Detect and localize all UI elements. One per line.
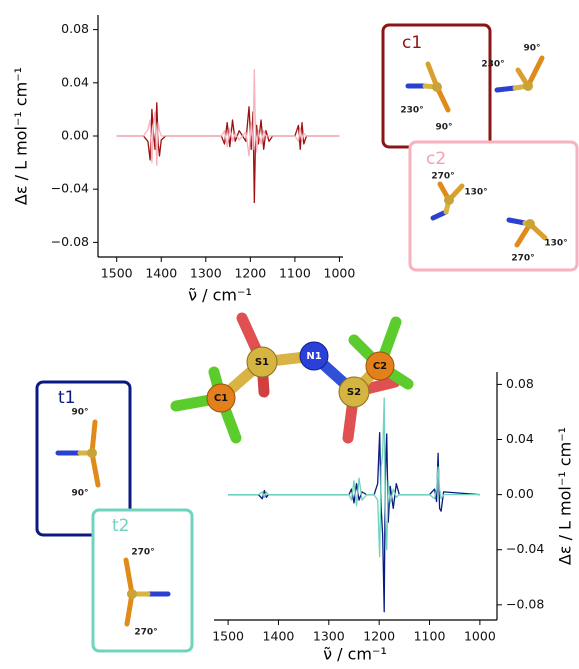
series-line [228,433,480,612]
label: c2 [426,149,446,169]
angle: 90° [523,44,540,54]
y-axis-label: Δε / L mol⁻¹ cm⁻¹ [12,67,31,205]
x-tick-label: 1100 [414,629,446,644]
chart: −0.08 −0.04 0.00 0.04 0.08 1500 1400 1300 1200 11… [12,15,356,305]
label: c1 [402,33,422,53]
y-axis-label: Δε / L mol⁻¹ cm⁻¹ [556,427,575,565]
angle: 270° [511,254,534,264]
y-tick-label: 0.04 [506,431,534,446]
conformer-t2: t2 270° 270° [93,510,192,651]
y-tick-label: −0.04 [506,541,544,556]
molecule: S1 N1 S2 C1 C2 [176,318,408,438]
x-tick-label: 1400 [145,266,177,281]
chart: −0.08 −0.04 0.00 0.04 0.08 1500 1400 1300 1200 11… [212,372,574,664]
y-tick-label: 0.00 [506,486,534,501]
y-tick-label: −0.08 [506,596,544,611]
atom-label: N1 [306,351,321,362]
x-tick-label: 1000 [464,629,496,644]
angle: 90° [71,489,88,499]
angle: 130° [544,239,567,249]
atom-label: C2 [373,361,387,372]
angle: 270° [431,172,454,182]
x-tick-label: 1000 [324,266,356,281]
conformer-c2: c2 270° 130° 130° 270° [410,142,577,270]
angle: 270° [134,628,157,638]
x-tick-label: 1100 [279,266,311,281]
figure: −0.08 −0.04 0.00 0.04 0.08 1500 1400 1300 1200 11… [0,0,579,669]
x-tick-label: 1300 [190,266,222,281]
label: t2 [112,516,129,536]
x-tick-label: 1300 [313,629,345,644]
y-tick-label: 0.04 [61,74,89,89]
y-tick-label: 0.00 [61,128,89,143]
y-tick-label: −0.08 [51,234,89,249]
x-axis-label: ν̃ / cm⁻¹ [188,286,252,305]
angle: 90° [435,123,452,133]
atom-label: S1 [255,357,269,368]
angle: 130° [464,188,487,198]
label: t1 [58,388,75,408]
atom-label: S2 [347,387,361,398]
y-tick-label: 0.08 [506,376,534,391]
x-tick-label: 1200 [234,266,266,281]
x-tick-label: 1500 [212,629,244,644]
x-tick-label: 1200 [363,629,395,644]
angle: 230° [481,60,504,70]
x-tick-label: 1500 [101,266,133,281]
atom-label: C1 [214,393,228,404]
y-tick-label: −0.04 [51,181,89,196]
angle: 270° [131,548,154,558]
angle: 230° [400,106,423,116]
series-line [117,103,340,203]
x-tick-label: 1400 [263,629,295,644]
x-axis-label: ν̃ / cm⁻¹ [323,645,387,664]
conformer-c1: c1 230° 90° 230° 90° [383,25,542,147]
angle: 90° [71,408,88,418]
y-tick-label: 0.08 [61,21,89,36]
